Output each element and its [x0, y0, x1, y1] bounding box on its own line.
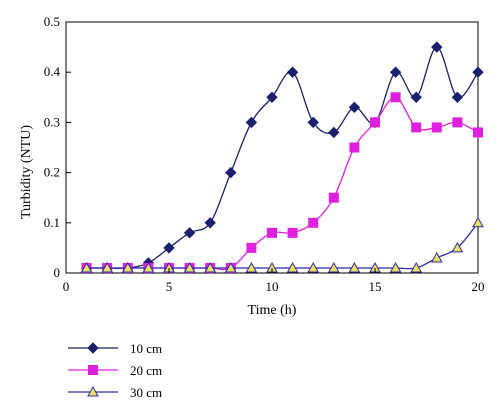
- data-point: [328, 192, 339, 203]
- data-point: [472, 66, 484, 78]
- data-point: [390, 92, 401, 103]
- data-point: [246, 242, 257, 253]
- series-10-cm: [80, 41, 484, 274]
- y-tick-label: 0.3: [44, 114, 60, 129]
- y-tick-label: 0: [54, 265, 61, 280]
- data-point: [101, 261, 114, 273]
- data-point: [267, 227, 277, 238]
- legend-marker: [87, 385, 99, 397]
- x-axis-title: Time (h): [248, 303, 297, 318]
- data-point: [204, 261, 217, 273]
- data-point: [286, 66, 299, 78]
- data-point: [410, 261, 423, 273]
- legend-item: 10 cm: [68, 341, 162, 356]
- data-point: [389, 66, 402, 78]
- data-point: [348, 101, 361, 114]
- data-point: [431, 41, 443, 53]
- legend-label: 30 cm: [130, 385, 162, 400]
- data-point: [308, 217, 319, 228]
- legend-item: 30 cm: [68, 385, 162, 400]
- series-20-cm: [81, 92, 483, 273]
- series-layer: [80, 41, 484, 274]
- data-point: [80, 261, 93, 273]
- x-tick-label: 10: [266, 279, 279, 294]
- data-point: [348, 261, 361, 273]
- data-point: [431, 122, 442, 133]
- legend-label: 20 cm: [130, 363, 162, 378]
- data-point: [224, 261, 237, 273]
- data-point: [204, 217, 216, 229]
- data-point: [389, 261, 402, 273]
- data-point: [370, 117, 380, 128]
- data-point: [183, 227, 196, 239]
- data-point: [452, 117, 463, 128]
- y-axis-title: Turbidity (NTU): [19, 125, 34, 219]
- data-point: [410, 91, 422, 104]
- data-point: [472, 216, 484, 228]
- x-tick-label: 5: [166, 279, 173, 294]
- data-point: [327, 261, 340, 273]
- data-point: [121, 261, 134, 273]
- data-point: [349, 142, 360, 153]
- data-point: [451, 91, 464, 104]
- data-point: [411, 122, 422, 133]
- legend-label: 10 cm: [130, 341, 162, 356]
- y-tick-label: 0.2: [44, 165, 60, 180]
- x-tick-label: 20: [472, 279, 485, 294]
- data-point: [183, 261, 196, 273]
- data-point: [473, 127, 483, 138]
- data-point: [307, 116, 319, 129]
- legend-item: 20 cm: [68, 363, 162, 378]
- axes: 0 5 10 15 20 0 0.1 0.2 0.3 0.4 0.5: [44, 14, 485, 294]
- series-line: [86, 46, 479, 269]
- data-point: [142, 261, 155, 273]
- data-point: [225, 166, 237, 179]
- legend-marker: [87, 342, 99, 354]
- data-point: [163, 242, 175, 254]
- x-tick-label: 0: [63, 279, 70, 294]
- data-point: [286, 261, 299, 273]
- data-point: [287, 227, 298, 238]
- x-tick-label: 15: [369, 279, 382, 294]
- data-point: [245, 116, 258, 129]
- y-tick-label: 0.5: [44, 14, 60, 29]
- data-point: [430, 251, 443, 263]
- legend-marker: [88, 365, 98, 375]
- data-point: [328, 126, 340, 139]
- data-point: [451, 241, 464, 253]
- series-30-cm: [80, 216, 484, 273]
- y-tick-label: 0.4: [44, 64, 61, 79]
- legend: 10 cm 20 cm 30 cm: [68, 341, 162, 400]
- data-point: [307, 261, 320, 273]
- y-tick-label: 0.1: [44, 215, 60, 230]
- data-point: [245, 261, 258, 273]
- data-point: [266, 91, 278, 104]
